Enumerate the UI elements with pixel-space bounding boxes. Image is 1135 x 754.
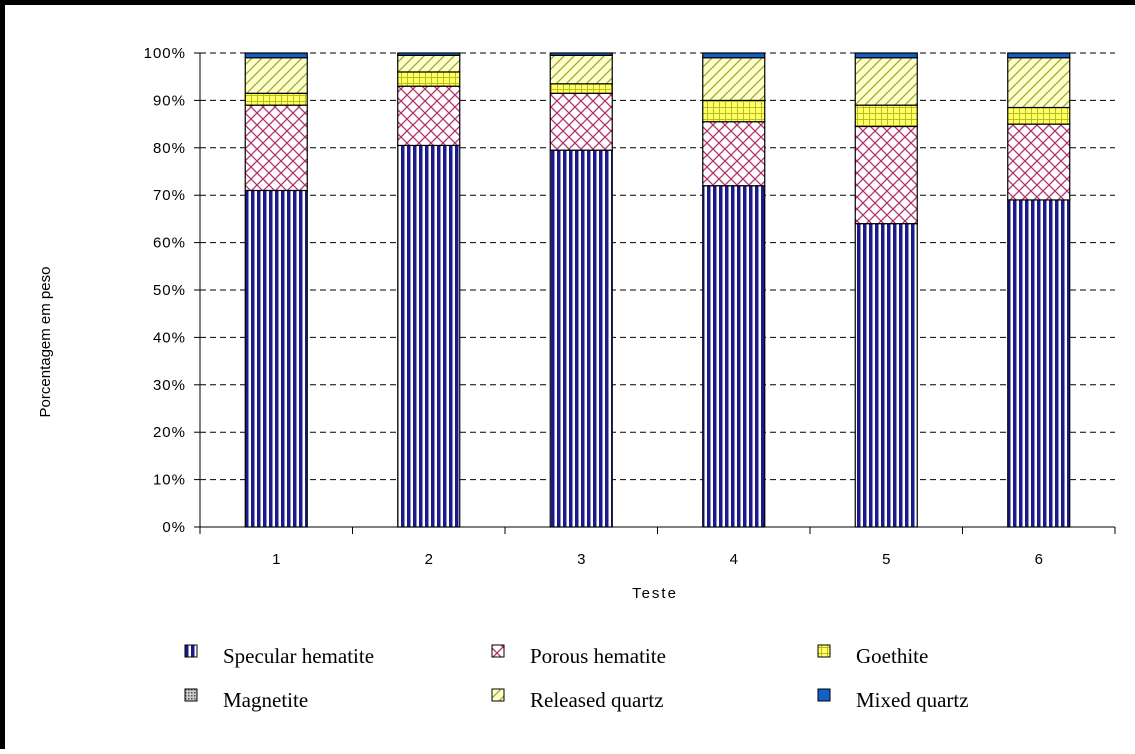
tick-labels: 0% 10% 20% 30% 40% 50% 60% 70% 80% 90% 100% 1 2 3 4 5 6 <box>144 45 1043 568</box>
legend-swatch <box>184 644 198 658</box>
bar-segment <box>397 85 461 147</box>
y-tick-label: 70% <box>153 187 186 204</box>
bar-segment <box>397 52 461 56</box>
bar-segment <box>702 121 766 187</box>
bar-segment <box>244 92 308 106</box>
y-axis-label: Porcentagem em peso <box>37 267 54 418</box>
bar-segment <box>244 189 308 528</box>
bar-segment <box>549 83 613 94</box>
bar-segment <box>549 52 613 56</box>
bar-segment <box>854 125 918 225</box>
legend-swatch <box>184 688 198 702</box>
y-tick-label: 50% <box>153 282 186 299</box>
bar-segment <box>397 144 461 528</box>
x-tick-label: 3 <box>577 551 585 568</box>
axes <box>194 52 1116 534</box>
bar-segment <box>549 54 613 85</box>
bar-segment <box>702 99 766 123</box>
bar-segment <box>397 54 461 73</box>
y-tick-label: 60% <box>153 235 186 252</box>
bar-segment <box>244 52 308 59</box>
bar-segment <box>397 71 461 87</box>
x-tick-label: 6 <box>1035 551 1043 568</box>
legend-label: Released quartz <box>530 688 664 712</box>
bar-segment <box>244 104 308 192</box>
bar-segment <box>1007 106 1071 125</box>
bar-segment <box>854 57 918 106</box>
legend-swatch <box>491 644 505 658</box>
legend-label: Goethite <box>856 644 928 668</box>
stacked-bar-chart: 0%10%20%30%40%50%60%70%80%90%100%1 2 3 4 5 6 … <box>37 45 1116 712</box>
bar-segment <box>1007 199 1071 528</box>
y-tick-label: 20% <box>153 424 186 441</box>
gridlines <box>200 52 1115 481</box>
bar-segment <box>1007 52 1071 59</box>
legend-label: Mixed quartz <box>856 688 969 712</box>
x-tick-label: 1 <box>272 551 280 568</box>
legend-label: Porous hematite <box>530 644 666 668</box>
legend: Specular hematite Porous hematite Goethite… <box>184 644 969 712</box>
y-tick-label: 40% <box>153 329 186 346</box>
bar-segment <box>1007 123 1071 201</box>
bar-segment <box>1007 57 1071 109</box>
y-tick-label: 30% <box>153 377 186 394</box>
legend-swatch <box>817 644 831 658</box>
bar-segment <box>854 52 918 59</box>
bar-segment <box>244 57 308 94</box>
y-tick-label: 80% <box>153 140 186 157</box>
x-tick-label: 5 <box>882 551 890 568</box>
bar-segment <box>702 57 766 102</box>
legend-label: Magnetite <box>223 688 308 712</box>
legend-label: Specular hematite <box>223 644 374 668</box>
y-tick-label: 100% <box>144 45 186 62</box>
y-tick-label: 90% <box>153 92 186 109</box>
bar-segment <box>702 52 766 59</box>
x-tick-label: 2 <box>425 551 433 568</box>
y-tick-label: 10% <box>153 472 186 489</box>
legend-swatch <box>817 688 831 702</box>
bar-segment <box>702 185 766 528</box>
bar-segment <box>854 104 918 128</box>
legend-swatch <box>491 688 505 702</box>
bar-segment <box>549 92 613 151</box>
bar-segment <box>549 149 613 528</box>
bar-segment <box>854 223 918 528</box>
x-tick-label: 4 <box>730 551 738 568</box>
bars <box>244 52 1071 528</box>
y-tick-label: 0% <box>162 519 186 536</box>
x-axis-label: Teste <box>632 585 678 602</box>
